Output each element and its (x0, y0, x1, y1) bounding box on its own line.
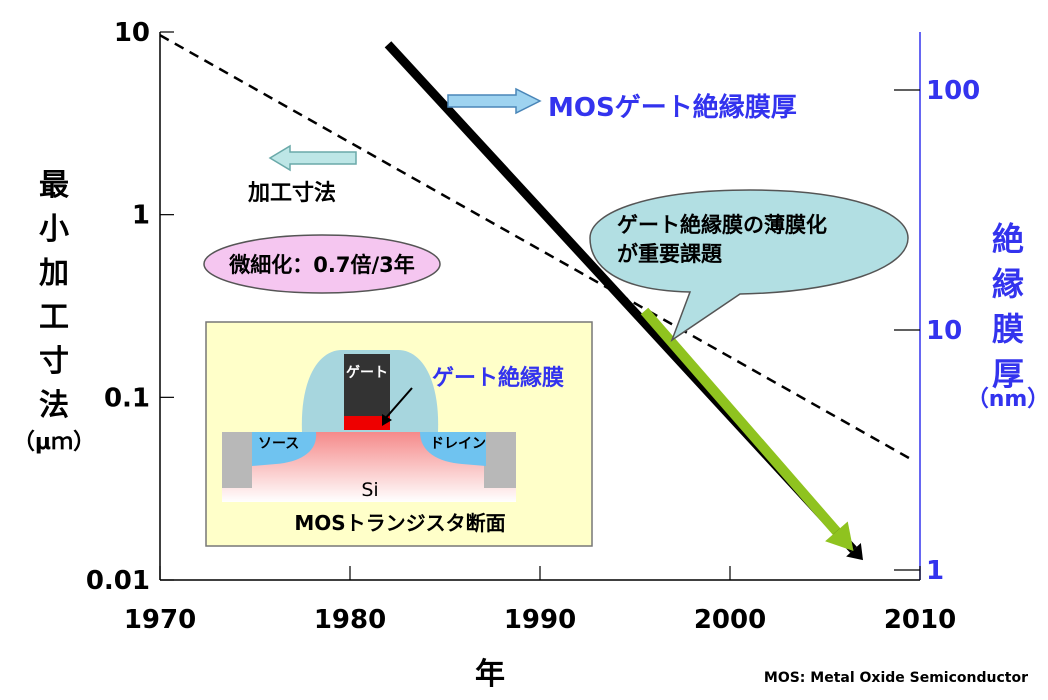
y-left-axis-unit: （μｍ） (13, 430, 95, 455)
y-right-tick-labels: 100 10 1 (926, 76, 980, 586)
inset-caption: MOSトランジスタ断面 (294, 511, 505, 535)
axis-ticks (159, 31, 921, 581)
inset-gate-insulator-label: ゲート絶縁膜 (432, 365, 564, 391)
shrink-rate-bubble (203, 234, 441, 294)
inset-drain-label: ドレイン (430, 436, 486, 452)
x-tick-labels: 1970 1980 1990 2000 2010 (124, 605, 956, 635)
y-left-axis-title-char: 工 (39, 300, 69, 335)
y-left-tick-label: 1 (132, 201, 150, 231)
y-right-tick-label: 10 (926, 316, 962, 346)
x-tick-label: 2000 (694, 605, 766, 635)
y-left-axis-title-char: 法 (39, 388, 69, 423)
callout-bubble (589, 189, 909, 342)
series-arrowhead (846, 542, 863, 561)
y-right-axis-title: 絶縁膜厚 (992, 220, 1024, 393)
shrink-rate-label: 微細化：0.7倍/3年 (228, 253, 414, 277)
y-left-tick-label: 0.1 (104, 383, 150, 413)
series-line-dimension (159, 34, 912, 460)
x-tick-label: 1990 (504, 605, 576, 635)
y-left-axis-title-char: 小 (39, 212, 69, 247)
inset-source-label: ソース (258, 436, 299, 452)
y-left-tick-labels: 10 1 0.1 0.01 (86, 18, 150, 596)
left-arrow-icon (268, 144, 357, 172)
y-left-tick-label: 10 (114, 18, 150, 48)
x-axis-title: 年 (475, 657, 505, 692)
x-tick-label: 1980 (314, 605, 386, 635)
x-tick-label: 2010 (884, 605, 956, 635)
x-tick-label: 1970 (124, 605, 196, 635)
mos-footnote: MOS: Metal Oxide Semiconductor (764, 670, 1028, 686)
y-right-tick-label: 100 (926, 76, 980, 106)
right-arrow-icon (447, 87, 542, 115)
y-left-axis-title-char: 寸 (39, 344, 69, 379)
series-line-green-arrow (640, 307, 841, 535)
green-arrowhead (825, 521, 854, 551)
mos-cross-section-inset (205, 321, 593, 547)
y-left-axis-title-char: 最 (39, 168, 69, 203)
gate-thickness-label: MOSゲート絶縁膜厚 (548, 92, 797, 123)
y-right-axis-title-char: 絶 (992, 220, 1024, 258)
y-right-axis-title-char: 膜 (992, 310, 1024, 348)
y-right-axis-unit: （nm） (967, 387, 1048, 412)
y-right-tick-label: 1 (926, 556, 944, 586)
inset-substrate-label: Si (361, 479, 378, 501)
dimension-label: 加工寸法 (247, 181, 336, 206)
y-left-tick-label: 0.01 (86, 566, 150, 596)
inset-gate-label: ゲート (346, 364, 388, 381)
y-left-axis-title-char: 加 (39, 256, 69, 291)
series-layer (159, 34, 912, 561)
callout-line-1: ゲート絶縁膜の薄膜化 (617, 213, 827, 237)
callout-line-2: が重要課題 (617, 242, 723, 266)
y-right-axis-title-char: 縁 (992, 265, 1024, 303)
y-right-axis-title-char: 厚 (992, 355, 1024, 393)
